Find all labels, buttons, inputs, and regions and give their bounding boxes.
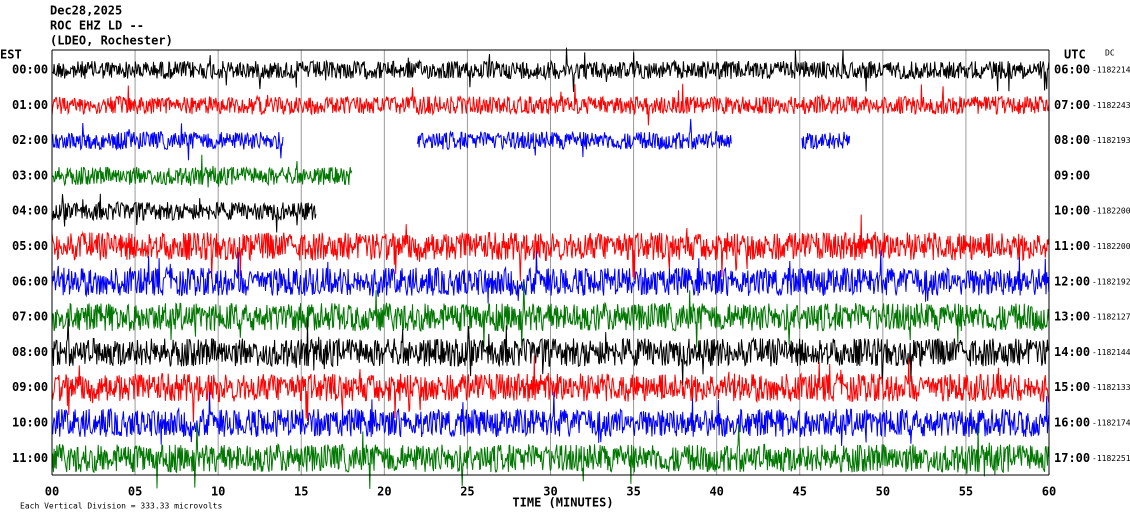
est-label: 11:00	[12, 451, 48, 465]
x-tick-label: 05	[128, 485, 142, 499]
trace	[51, 391, 1050, 446]
row-value: -1182243	[1092, 101, 1130, 110]
trace	[801, 131, 851, 150]
trace	[416, 118, 732, 158]
x-tick-label: 20	[377, 485, 391, 499]
utc-label: 07:00	[1054, 98, 1090, 112]
row-value: -1182133	[1092, 383, 1130, 392]
trace	[51, 282, 1050, 348]
x-tick-label: 30	[543, 485, 557, 499]
x-tick-label: 55	[959, 485, 973, 499]
row-value: -1182193	[1092, 136, 1130, 145]
utc-label: 12:00	[1054, 274, 1090, 288]
utc-label: 06:00	[1054, 63, 1090, 77]
utc-label: 09:00	[1054, 168, 1090, 182]
footer: Each Vertical Division = 333.33 microvol…	[20, 502, 222, 511]
row-value: -1182251	[1092, 454, 1130, 463]
trace	[51, 423, 1050, 489]
trace	[51, 47, 1050, 92]
utc-label: 11:00	[1054, 239, 1090, 253]
trace	[51, 122, 284, 161]
trace	[51, 318, 1050, 386]
est-label: 09:00	[12, 380, 48, 394]
x-tick-label: 00	[45, 485, 59, 499]
traces	[51, 47, 1050, 489]
dc-label: DC	[1105, 49, 1115, 58]
x-tick-label: 60	[1042, 485, 1056, 499]
x-tick-label: 45	[793, 485, 807, 499]
trace	[51, 193, 317, 233]
location: (LDEO, Rochester)	[50, 34, 173, 48]
row-value: -1182200	[1092, 242, 1130, 251]
trace	[51, 83, 1050, 126]
utc-label: UTC	[1064, 48, 1086, 62]
est-label: EST	[0, 48, 22, 62]
x-tick-label: 35	[626, 485, 640, 499]
date: Dec28,2025	[50, 4, 122, 18]
trace	[51, 214, 1050, 282]
est-label: 07:00	[12, 310, 48, 324]
row-value: -1182144	[1092, 348, 1130, 357]
row-value: -1182214	[1092, 66, 1130, 75]
row-value: -1182192	[1092, 277, 1130, 286]
utc-label: 14:00	[1054, 345, 1090, 359]
est-label: 08:00	[12, 345, 48, 359]
est-label: 06:00	[12, 274, 48, 288]
est-label: 00:00	[12, 63, 48, 77]
trace	[51, 355, 1050, 423]
x-tick-label: 10	[211, 485, 225, 499]
utc-label: 16:00	[1054, 416, 1090, 430]
est-label: 10:00	[12, 416, 48, 430]
utc-label: 08:00	[1054, 133, 1090, 147]
x-tick-label: 15	[294, 485, 308, 499]
x-tick-label: 40	[709, 485, 723, 499]
est-label: 05:00	[12, 239, 48, 253]
est-label: 04:00	[12, 204, 48, 218]
utc-label: 17:00	[1054, 451, 1090, 465]
est-label: 02:00	[12, 133, 48, 147]
utc-label: 13:00	[1054, 310, 1090, 324]
est-label: 01:00	[12, 98, 48, 112]
row-value: -1182174	[1092, 419, 1130, 428]
x-tick-label: 50	[876, 485, 890, 499]
x-tick-label: 25	[460, 485, 474, 499]
utc-label: 15:00	[1054, 380, 1090, 394]
row-value: -1182200	[1092, 207, 1130, 216]
station: ROC EHZ LD --	[50, 19, 144, 33]
trace	[51, 154, 353, 188]
utc-label: 10:00	[1054, 204, 1090, 218]
row-value: -1182127	[1092, 313, 1130, 322]
trace	[51, 250, 1050, 304]
grid	[134, 50, 967, 475]
x-axis-title: TIME (MINUTES)	[512, 496, 613, 510]
est-label: 03:00	[12, 168, 48, 182]
